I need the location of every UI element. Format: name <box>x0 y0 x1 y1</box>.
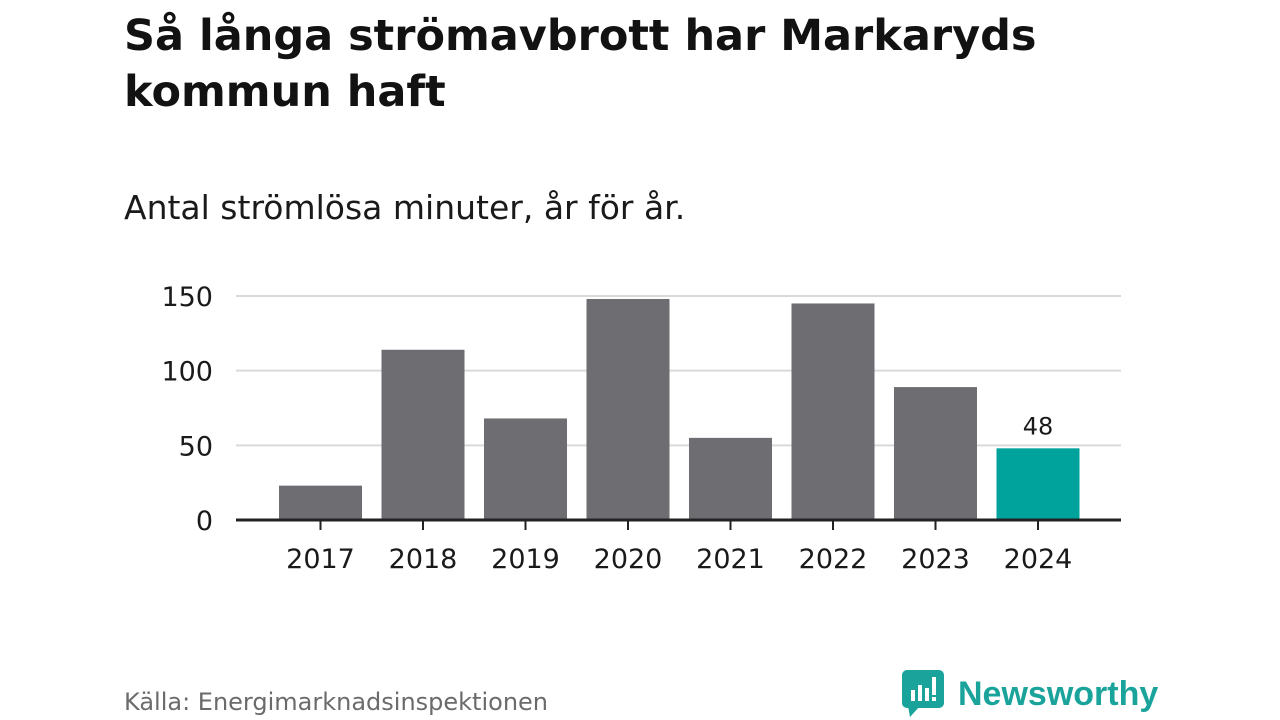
bar-2017 <box>279 485 362 520</box>
bar-2023 <box>894 387 977 520</box>
bar-2018 <box>381 349 465 520</box>
newsworthy-logo: Newsworthy <box>902 670 1158 718</box>
y-tick-label: 150 <box>161 282 213 313</box>
brand-name: Newsworthy <box>958 674 1159 713</box>
x-tick-label: 2021 <box>696 544 765 575</box>
newsworthy-logo-icon <box>902 670 944 717</box>
x-tick-label: 2024 <box>1004 544 1073 575</box>
y-tick-label: 50 <box>179 431 213 462</box>
data-label: 48 <box>1023 412 1054 440</box>
chart-title: Så långa strömavbrott har Markaryds komm… <box>124 11 1037 117</box>
y-tick-label: 100 <box>161 357 213 388</box>
x-tick-label: 2023 <box>901 544 970 575</box>
bar-2019 <box>484 418 567 520</box>
bar-2021 <box>689 437 772 520</box>
source-note: Källa: Energimarknadsinspektionen <box>124 688 549 716</box>
chart-subtitle: Antal strömlösa minuter, år för år. <box>124 188 686 227</box>
x-tick-label: 2020 <box>594 544 663 575</box>
x-tick-label: 2022 <box>799 544 868 575</box>
y-tick-label: 0 <box>196 506 213 537</box>
bar-2020 <box>586 298 670 520</box>
bar-2024 <box>996 448 1080 520</box>
x-tick-label: 2017 <box>286 544 355 575</box>
x-tick-label: 2019 <box>491 544 560 575</box>
bar-chart: 0 50 100 150 48 2017 2018 2019 2020 2021 2022 2023 2… <box>161 282 1121 575</box>
bar-2022 <box>791 303 875 520</box>
x-tick-label: 2018 <box>389 544 458 575</box>
